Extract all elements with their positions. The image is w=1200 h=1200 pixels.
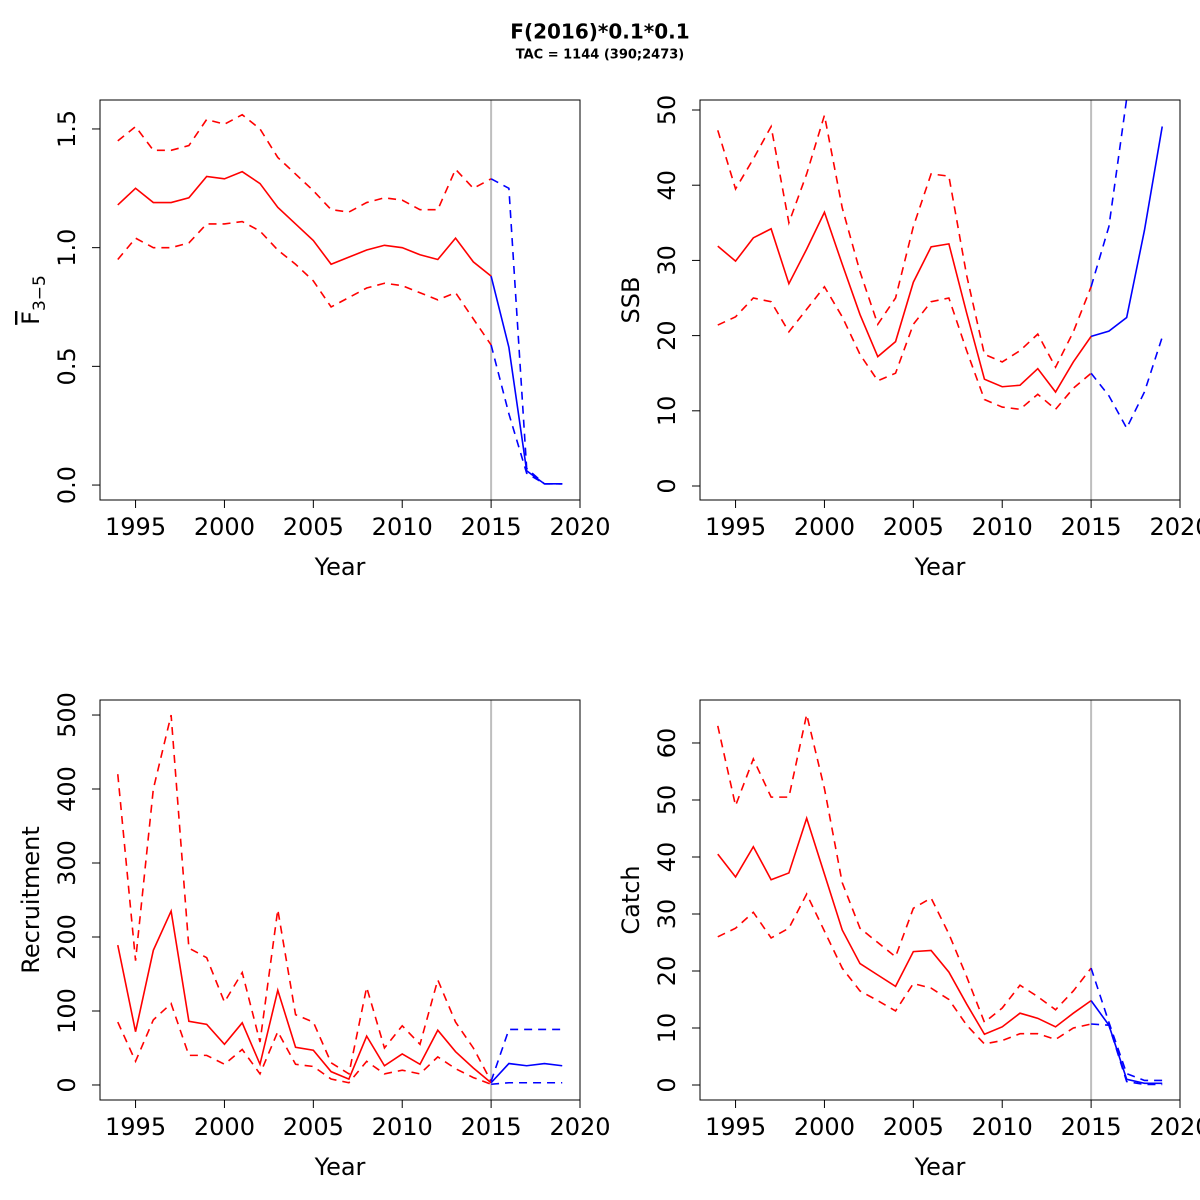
y-tick-label: 20 xyxy=(653,956,681,987)
x-tick-label: 2010 xyxy=(972,1113,1033,1141)
x-tick-label: 2000 xyxy=(794,513,855,541)
data-line xyxy=(117,170,492,277)
plot-frame xyxy=(99,99,581,501)
x-tick-label: 2010 xyxy=(372,513,433,541)
x-tick-label: 1995 xyxy=(705,1113,766,1141)
x-tick-label: 2020 xyxy=(549,1113,610,1141)
data-line xyxy=(717,892,1092,1045)
x-tick-label: 2000 xyxy=(194,513,255,541)
y-tick-label: 300 xyxy=(53,840,81,886)
x-tick-label: 2000 xyxy=(194,1113,255,1141)
x-axis-label: Year xyxy=(914,1153,966,1181)
y-tick-label: 50 xyxy=(653,95,681,126)
y-tick-label: 0.0 xyxy=(53,466,81,504)
data-line xyxy=(717,210,1092,394)
panel: 1995 2000 2005 2010 2015 2020 0.0 0.5 1.0 1.5 Year… xyxy=(17,99,611,581)
y-tick-label: 30 xyxy=(653,899,681,930)
data-line xyxy=(117,113,492,213)
panel: 1995 2000 2005 2010 2015 2020 0 100 200 300 400 500… xyxy=(17,692,611,1181)
y-axis-label-main: F xyxy=(17,311,45,325)
y-axis-label: Catch xyxy=(617,865,645,934)
x-tick-label: 2005 xyxy=(283,513,344,541)
panel: 1995 2000 2005 2010 2015 2020 0 10 20 30 40 50 60 Yea… xyxy=(617,699,1200,1181)
x-tick-label: 1995 xyxy=(105,1113,166,1141)
y-axis-label: F3−5 xyxy=(17,275,50,325)
x-tick-label: 1995 xyxy=(705,513,766,541)
y-tick-label: 200 xyxy=(53,914,81,960)
y-tick-label: 10 xyxy=(653,396,681,427)
y-axis-label: SSB xyxy=(617,277,645,324)
y-tick-label: 0 xyxy=(653,478,681,493)
data-line xyxy=(490,1062,563,1084)
y-tick-label: 1.0 xyxy=(53,229,81,267)
data-line xyxy=(1090,126,1164,338)
data-line xyxy=(717,115,1092,369)
plot-frame xyxy=(699,99,1181,501)
y-axis-label-sub: 3−5 xyxy=(30,275,50,311)
data-line xyxy=(1090,336,1163,430)
x-tick-label: 2010 xyxy=(372,1113,433,1141)
plot-frame xyxy=(99,699,581,1101)
x-tick-label: 2000 xyxy=(794,1113,855,1141)
data-line xyxy=(1091,1023,1163,1086)
x-tick-label: 2020 xyxy=(549,513,610,541)
data-line xyxy=(717,285,1092,411)
figure-title: F(2016)*0.1*0.1 xyxy=(510,20,689,44)
y-tick-label: 0.5 xyxy=(53,347,81,385)
plot-frame xyxy=(699,699,1181,1101)
y-tick-label: 400 xyxy=(53,766,81,812)
y-axis-label: Recruitment xyxy=(17,826,45,973)
x-tick-label: 2015 xyxy=(461,513,522,541)
y-tick-label: 40 xyxy=(653,842,681,873)
x-tick-label: 2005 xyxy=(883,1113,944,1141)
y-tick-label: 10 xyxy=(653,1013,681,1044)
x-tick-label: 2015 xyxy=(1061,1113,1122,1141)
data-line xyxy=(490,178,563,485)
y-tick-label: 0 xyxy=(53,1077,81,1092)
data-line xyxy=(1090,967,1163,1082)
x-axis-label: Year xyxy=(314,1153,366,1181)
data-line xyxy=(117,1002,492,1085)
data-line xyxy=(117,220,492,346)
y-tick-label: 100 xyxy=(53,988,81,1034)
x-tick-label: 2010 xyxy=(972,513,1033,541)
x-axis-label: Year xyxy=(914,553,966,581)
y-tick-label: 40 xyxy=(653,170,681,201)
data-line xyxy=(491,1081,563,1086)
data-line xyxy=(1090,1000,1163,1085)
data-line xyxy=(116,714,492,1082)
data-line xyxy=(490,275,563,485)
x-axis-label: Year xyxy=(314,553,366,581)
x-tick-label: 2015 xyxy=(461,1113,522,1141)
x-tick-label: 2020 xyxy=(1149,513,1200,541)
x-tick-label: 2015 xyxy=(1061,513,1122,541)
panel: 1995 2000 2005 2010 2015 2020 0 10 20 30 40 50 Year S… xyxy=(617,95,1200,581)
y-tick-label: 60 xyxy=(653,728,681,759)
x-tick-label: 2005 xyxy=(883,513,944,541)
data-line xyxy=(490,344,563,485)
data-line xyxy=(716,714,1092,1024)
y-tick-label: 1.5 xyxy=(53,110,81,148)
data-line xyxy=(717,815,1092,1036)
data-line xyxy=(116,908,492,1084)
y-tick-label: 30 xyxy=(653,245,681,276)
y-tick-label: 20 xyxy=(653,320,681,351)
y-tick-label: 50 xyxy=(653,785,681,816)
x-tick-label: 2020 xyxy=(1149,1113,1200,1141)
y-tick-label: 500 xyxy=(53,692,81,738)
y-tick-label: 0 xyxy=(653,1077,681,1092)
x-tick-label: 1995 xyxy=(105,513,166,541)
data-line xyxy=(1090,100,1128,287)
data-line xyxy=(490,1028,563,1082)
figure-subtitle: TAC = 1144 (390;2473) xyxy=(516,48,685,63)
x-tick-label: 2005 xyxy=(283,1113,344,1141)
